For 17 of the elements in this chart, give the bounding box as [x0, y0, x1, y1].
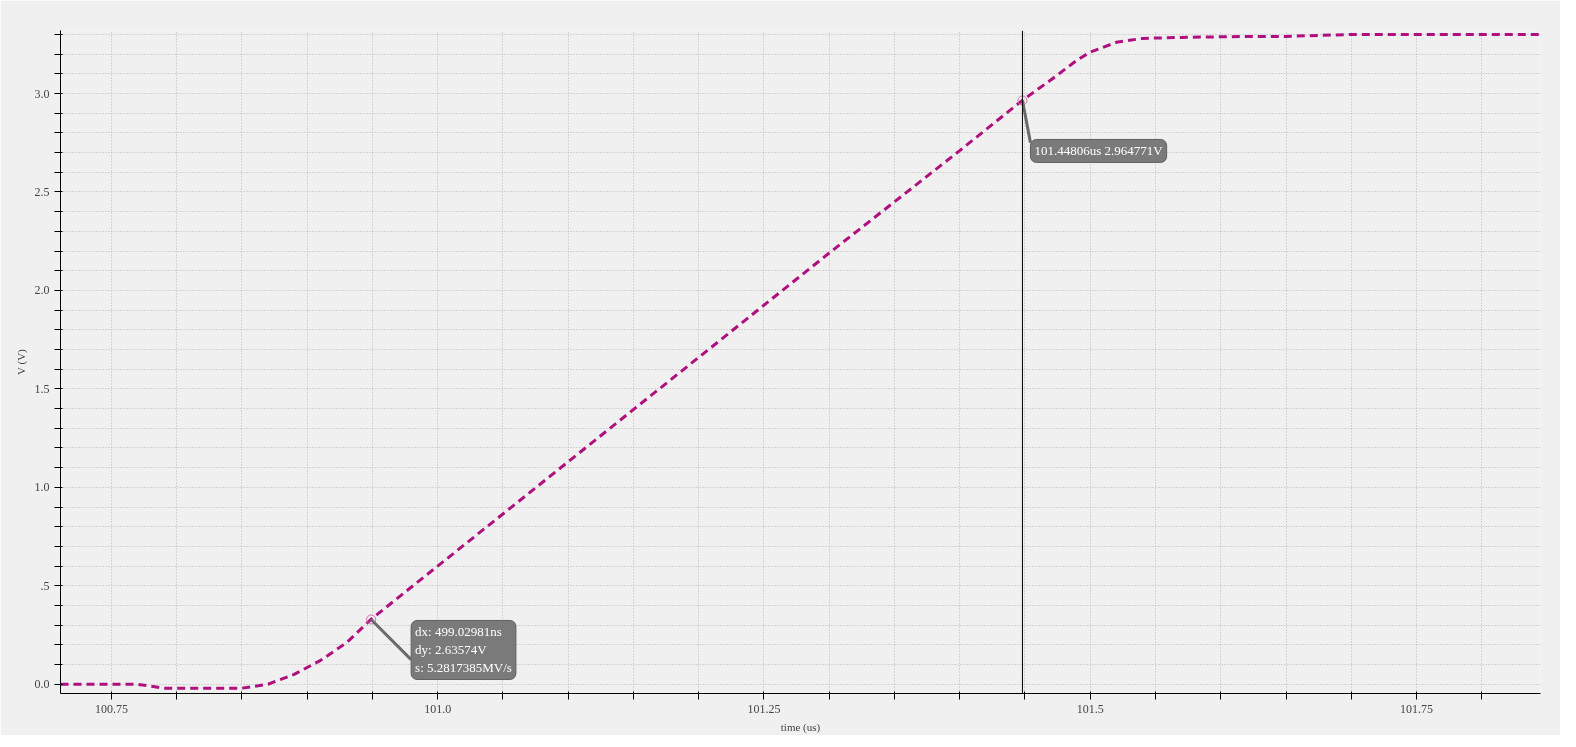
- line-series: [60, 32, 1541, 690]
- annotation: dx: 499.02981ns dy: 2.63574V s: 5.2817385MV/s: [415, 624, 512, 676]
- x-axis-title: time (us): [780, 720, 821, 734]
- annotation: 101.44806us 2.964771V: [1034, 143, 1164, 159]
- y-tick-label: 1.0: [34, 480, 50, 495]
- x-tick-label: 101.5: [1076, 701, 1104, 716]
- y-tick-label: 2.5: [34, 184, 50, 199]
- x-tick-label: 101.25: [747, 701, 781, 716]
- x-tick-label: 101.0: [424, 701, 452, 716]
- y-tick-label: 3.0: [34, 86, 50, 101]
- x-tick-label: 101.75: [1400, 701, 1434, 716]
- y-axis-title: V (V): [14, 348, 28, 375]
- y-tick-label: 1.5: [34, 381, 50, 396]
- y-tick-label: .5: [40, 578, 50, 593]
- x-tick-label: 100.75: [94, 701, 128, 716]
- y-tick-label: 2.0: [34, 283, 50, 298]
- y-tick-label: 0.0: [34, 677, 50, 692]
